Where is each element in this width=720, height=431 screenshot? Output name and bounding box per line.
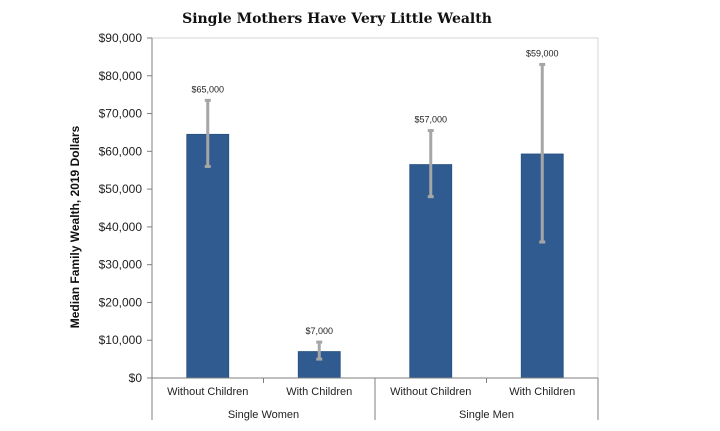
y-tick-label: $60,000 (99, 144, 143, 158)
y-tick-label: $80,000 (99, 69, 143, 83)
data-label: $65,000 (191, 84, 224, 94)
data-label: $59,000 (526, 48, 559, 58)
y-tick-label: $20,000 (99, 295, 143, 309)
y-tick-label: $50,000 (99, 182, 143, 196)
bar (409, 164, 453, 379)
x-category-label: With Children (286, 386, 352, 398)
x-category-label: Without Children (390, 386, 471, 398)
y-axis-label: Median Family Wealth, 2019 Dollars (68, 125, 82, 328)
y-tick-label: $40,000 (99, 220, 143, 234)
y-axis: $0 $10,000 $20,000 $30,000 $40,000 $50,000 $60… (99, 31, 153, 385)
y-tick-label: $70,000 (99, 107, 143, 121)
x-group-label: Single Women (228, 409, 299, 421)
data-label: $57,000 (414, 115, 447, 125)
y-tick-label: $0 (129, 371, 143, 385)
x-group-label: Single Men (459, 409, 514, 421)
chart-title: Single Mothers Have Very Little Wealth (182, 11, 492, 27)
bar (186, 133, 230, 379)
y-tick-label: $30,000 (99, 258, 143, 272)
x-axis: Without Children With Children Without Chi… (151, 377, 599, 421)
bars-layer: $65,000 $7,000 $57,000 $59,000 (186, 48, 564, 379)
x-category-label: Without Children (167, 386, 248, 398)
y-tick-label: $10,000 (99, 333, 143, 347)
x-category-label: With Children (509, 386, 575, 398)
y-tick-label: $90,000 (99, 31, 143, 45)
data-label: $7,000 (305, 326, 333, 336)
